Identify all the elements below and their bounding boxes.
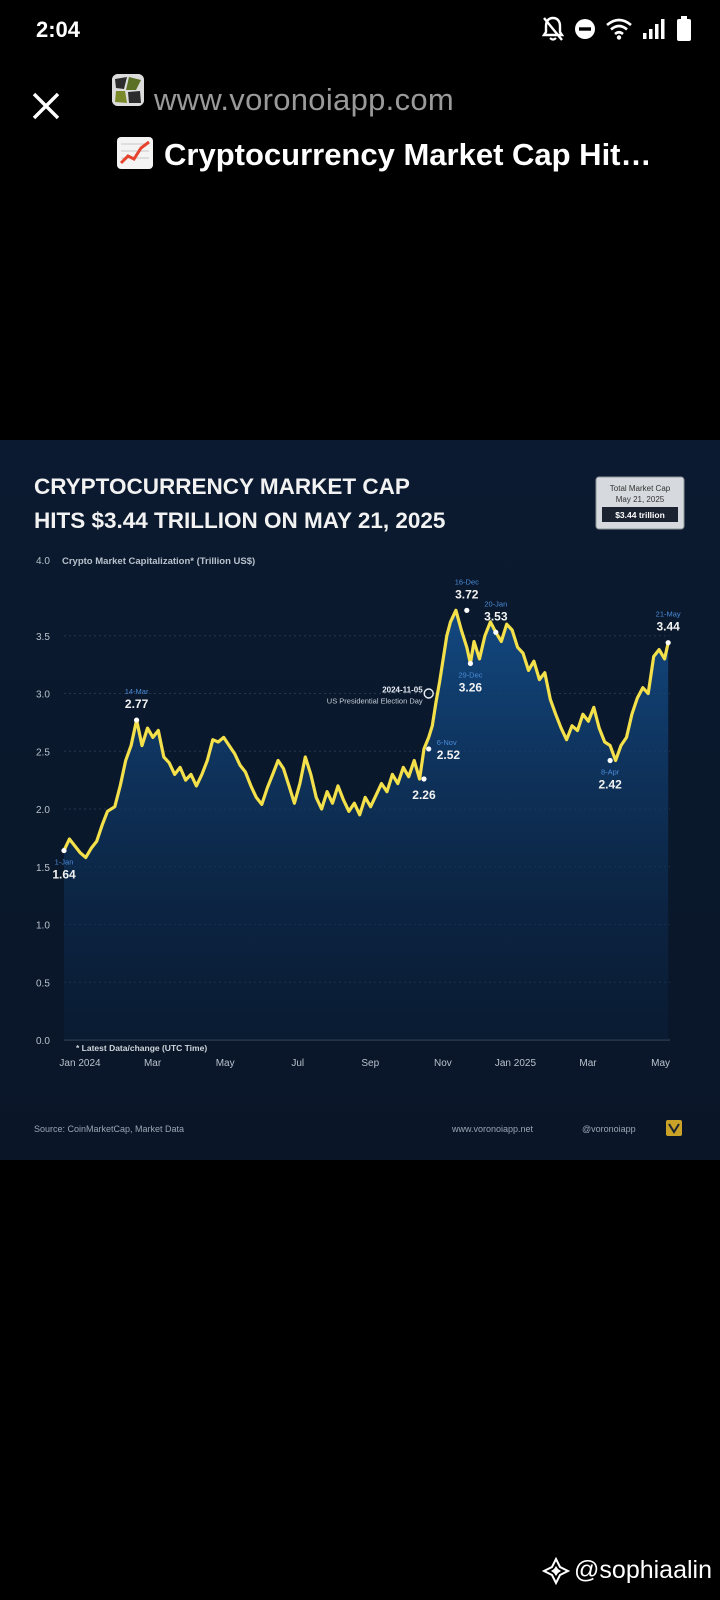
event-date: 2024-11-05 [382, 686, 423, 695]
annotation-date: 1-Jan [55, 858, 74, 867]
watermark-handle: @sophiaalin [574, 1556, 712, 1584]
annotation-value: 3.26 [459, 680, 483, 694]
status-bar: 2:04 [0, 0, 720, 62]
infographic-title-line2: HITS $3.44 TRILLION ON MAY 21, 2025 [34, 508, 445, 533]
annotation-date: 6-Nov [437, 738, 457, 747]
infographic-title-line1: CRYPTOCURRENCY MARKET CAP [34, 474, 410, 499]
annotation-date: 29-Dec [458, 670, 482, 679]
page-title-text: Cryptocurrency Market Cap Hit… [164, 137, 652, 172]
market-cap-area [64, 610, 669, 1040]
site-favicon [112, 74, 144, 106]
annotation-value: 3.53 [484, 609, 508, 623]
annotation-point [426, 746, 432, 752]
x-tick-label: Mar [579, 1058, 597, 1069]
annotation-point [421, 776, 427, 782]
infographic-image[interactable]: CRYPTOCURRENCY MARKET CAP HITS $3.44 TRI… [0, 440, 720, 1160]
y-tick-label: 2.5 [36, 747, 50, 758]
x-tick-label: Sep [361, 1058, 379, 1069]
close-icon [32, 92, 60, 120]
y-tick-label: 1.5 [36, 863, 50, 874]
annotation-value: 2.52 [437, 748, 461, 762]
annotation-point [493, 629, 499, 635]
do-not-disturb-icon [575, 19, 595, 39]
annotation-point [607, 757, 613, 764]
page-url[interactable]: www.voronoiapp.com [154, 82, 455, 117]
y-tick-label: 0.0 [36, 1036, 50, 1047]
y-tick-label: 1.0 [36, 921, 50, 932]
annotation-value: 3.72 [455, 587, 479, 601]
y-tick-label: 3.0 [36, 690, 50, 701]
annotation-date: 21-May [656, 610, 681, 619]
annotation-point [61, 847, 67, 854]
annotation-point [665, 640, 671, 646]
annotation-date: 16-Dec [455, 577, 479, 586]
watermark: @sophiaalin [542, 1556, 712, 1585]
market-cap-line [62, 608, 670, 860]
page-title: Cryptocurrency Market Cap Hit… [116, 136, 696, 173]
annotation-point [133, 717, 140, 723]
status-icons [542, 16, 692, 42]
y-axis-label: Crypto Market Capitalization* (Trillion … [62, 556, 255, 567]
x-tick-label: Jul [291, 1058, 304, 1069]
annotation-value: 2.42 [598, 777, 622, 791]
badge-date: May 21, 2025 [616, 495, 665, 504]
close-button[interactable] [26, 86, 66, 126]
total-market-cap-badge: Total Market Cap May 21, 2025 $3.44 tril… [595, 476, 685, 530]
annotation-date: 14-Mar [125, 687, 149, 696]
annotation-value: 2.77 [125, 697, 149, 711]
annotation-value: 2.26 [412, 788, 436, 802]
annotation-point [464, 607, 470, 613]
source-text: Source: CoinMarketCap, Market Data [34, 1124, 184, 1134]
badge-value: $3.44 trillion [615, 510, 665, 520]
bell-off-icon [542, 16, 564, 41]
event-label: US Presidential Election Day [327, 697, 423, 706]
annotation-value: 1.64 [52, 868, 76, 882]
handle-text: @voronoiapp [582, 1124, 636, 1134]
status-time: 2:04 [36, 17, 81, 42]
sparkle-icon [542, 1556, 571, 1585]
chart-footnote: * Latest Data/change (UTC Time) [76, 1043, 207, 1053]
site-text: www.voronoiapp.net [451, 1124, 534, 1134]
annotation-value: 3.44 [657, 620, 681, 634]
x-tick-label: Nov [434, 1058, 452, 1069]
event-marker [423, 688, 434, 699]
badge-label: Total Market Cap [610, 484, 671, 493]
annotation-point [467, 660, 474, 667]
voronoi-logo-icon [666, 1120, 682, 1136]
y-tick-label: 0.5 [36, 978, 50, 989]
annotation-date: 8-Apr [601, 767, 620, 776]
wifi-icon [606, 18, 632, 40]
x-tick-label: May [651, 1058, 670, 1069]
battery-icon [677, 16, 691, 41]
y-tick-label: 4.0 [36, 556, 50, 567]
y-tick-label: 3.5 [36, 632, 50, 643]
x-tick-label: Mar [144, 1058, 162, 1069]
chart-increasing-icon [117, 137, 153, 169]
x-tick-label: May [216, 1058, 235, 1069]
viewer-header: www.voronoiapp.com Cryptocurrency Market… [0, 70, 720, 180]
x-tick-label: Jan 2025 [495, 1058, 537, 1069]
annotation-date: 20-Jan [484, 599, 507, 608]
y-tick-label: 2.0 [36, 805, 50, 816]
signal-icon [643, 19, 665, 39]
x-tick-label: Jan 2024 [59, 1058, 101, 1069]
